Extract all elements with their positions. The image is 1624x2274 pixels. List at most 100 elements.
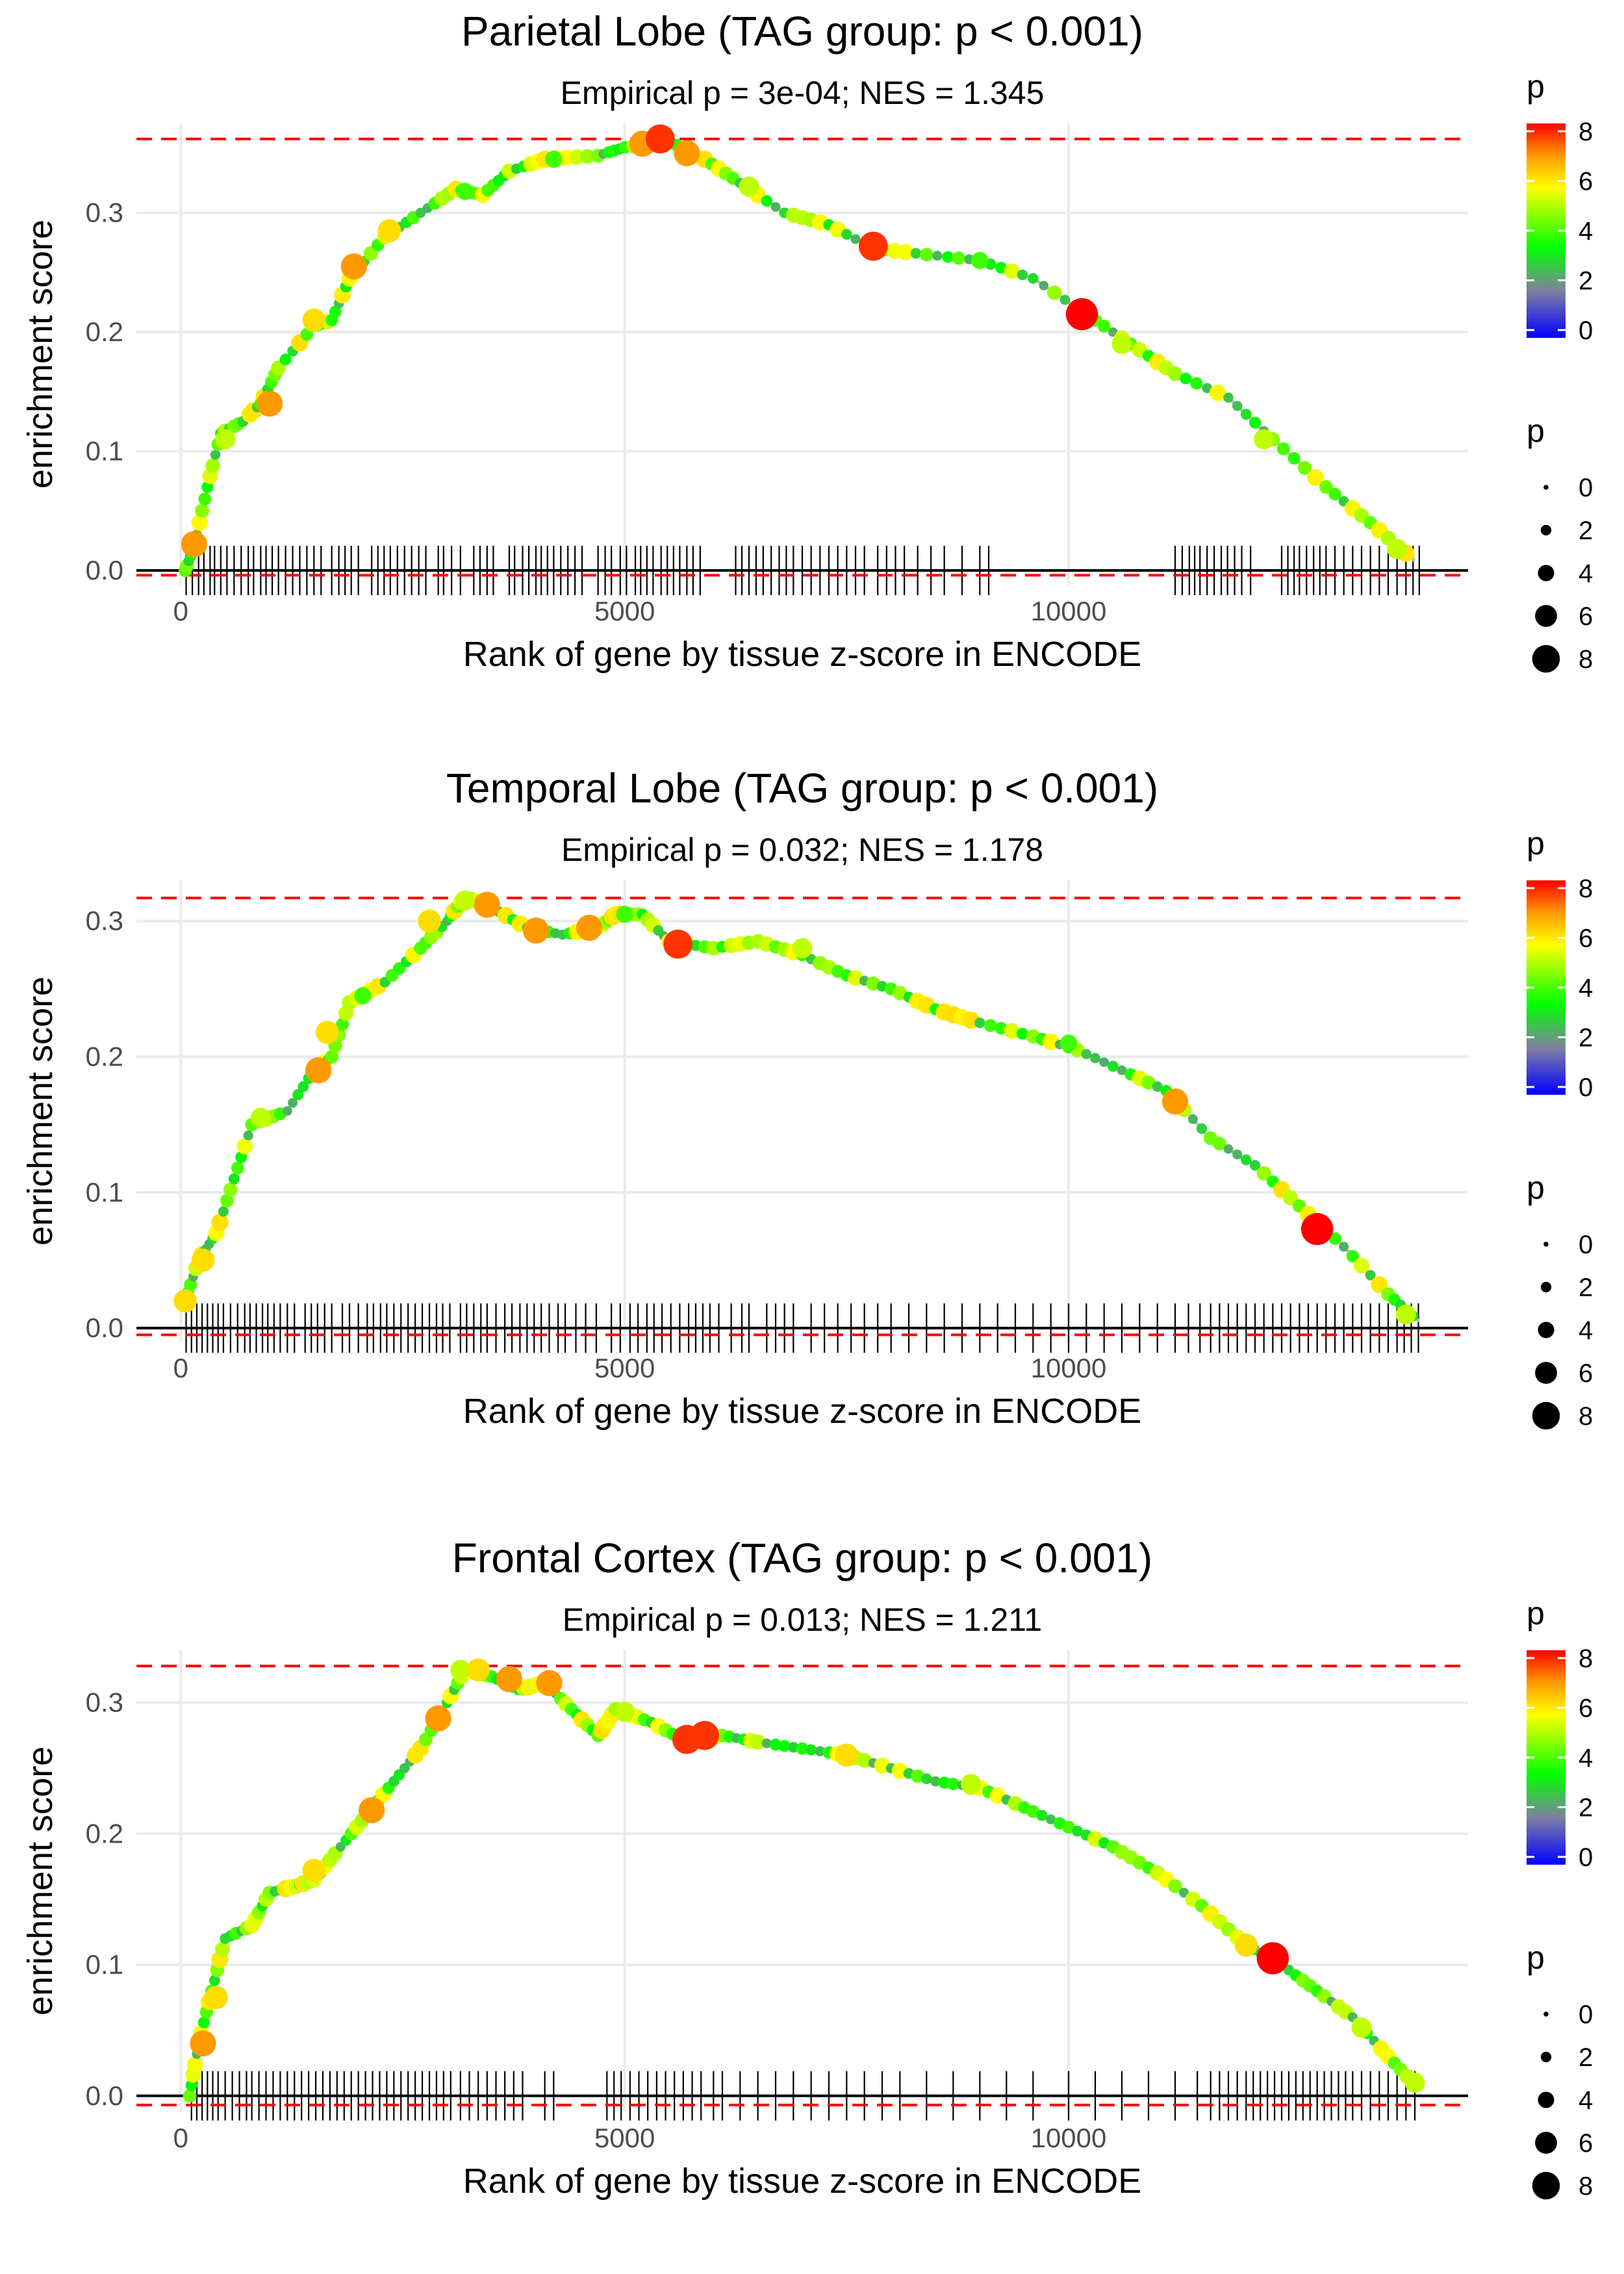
curve-dot — [218, 1206, 229, 1217]
panel-2: Temporal Lobe (TAG group: p < 0.001) Empi… — [21, 765, 1593, 1431]
curve-marker — [359, 1796, 385, 1824]
curve-marker — [302, 308, 326, 332]
curve-dot — [1004, 1023, 1020, 1039]
curve-marker — [377, 219, 401, 242]
curve-dot — [1256, 1166, 1271, 1181]
curve-dot — [1241, 1154, 1252, 1166]
curve-dot — [750, 1734, 766, 1750]
size-legend-dot — [1538, 2091, 1554, 2108]
curve-dot — [1346, 1249, 1360, 1263]
curve-dot — [1223, 392, 1234, 403]
size-legend-dot — [1540, 1281, 1552, 1293]
y-tick-label: 0.0 — [86, 2080, 123, 2111]
color-legend-label: 8 — [1579, 118, 1593, 146]
curve-marker — [1300, 1212, 1334, 1246]
x-tick-label: 10000 — [1031, 596, 1107, 626]
curve-dot — [336, 1017, 349, 1031]
curve-marker — [1059, 1034, 1078, 1052]
curve-dot — [1328, 487, 1341, 501]
curve-dot — [815, 1746, 826, 1757]
curve-dot — [910, 248, 922, 259]
curve-dot — [415, 207, 426, 218]
curve-dot — [279, 353, 292, 366]
enrichment-curve — [188, 1668, 1421, 2097]
curve-dot — [569, 149, 585, 165]
curve-dot — [282, 1106, 292, 1116]
size-legend-dot — [1535, 1362, 1557, 1384]
color-legend-label: 0 — [1579, 1843, 1593, 1872]
curve-marker — [690, 1720, 720, 1750]
chart-title: Frontal Cortex (TAG group: p < 0.001) — [452, 1535, 1152, 1581]
curve-marker — [191, 1248, 215, 1272]
curve-dot — [761, 1738, 772, 1748]
curve-marker — [215, 429, 236, 450]
curve-marker — [474, 891, 500, 918]
curve-dot — [1202, 383, 1212, 394]
curve-dot — [325, 1050, 339, 1064]
curve-dot — [1081, 1049, 1092, 1060]
curve-dot — [930, 1776, 941, 1787]
x-tick-label: 10000 — [1031, 1353, 1107, 1383]
curve-dot — [1090, 1053, 1100, 1064]
curve-marker — [316, 1021, 339, 1044]
color-legend-label: 6 — [1579, 168, 1593, 196]
curve-marker — [302, 1859, 326, 1882]
y-tick-label: 0.1 — [86, 1949, 123, 1980]
size-legend-dot — [1543, 1242, 1549, 1247]
y-tick-label: 0.1 — [86, 436, 123, 466]
curve-dot — [866, 976, 881, 991]
curve-marker — [1254, 429, 1275, 450]
curve-marker — [466, 1658, 490, 1682]
size-legend-label: 4 — [1579, 2086, 1593, 2115]
y-axis-title: enrichment score — [21, 977, 60, 1246]
x-tick-label: 0 — [173, 1353, 188, 1383]
curve-marker — [536, 1670, 563, 1696]
size-legend-dot — [1532, 2171, 1560, 2200]
curve-dot — [770, 201, 781, 212]
curve-dot — [1167, 366, 1183, 381]
curve-dot — [897, 244, 913, 261]
curve-dot — [1072, 1825, 1084, 1837]
curve-dot — [1307, 469, 1324, 486]
color-legend-label: 2 — [1579, 1794, 1593, 1822]
curve-dot — [920, 248, 933, 262]
curve-dot — [184, 1278, 197, 1292]
size-legend-dot — [1543, 2012, 1549, 2017]
size-legend-dot — [1532, 1401, 1560, 1430]
curve-dot — [1042, 1033, 1059, 1051]
curve-dot — [215, 1941, 231, 1957]
chart-subtitle: Empirical p = 0.013; NES = 1.211 — [563, 1602, 1042, 1638]
curve-marker — [961, 1774, 982, 1795]
size-legend-title: p — [1527, 413, 1545, 449]
size-legend-dot — [1540, 2051, 1552, 2063]
curve-dot — [847, 970, 864, 986]
chart-subtitle: Empirical p = 3e-04; NES = 1.345 — [561, 75, 1045, 111]
curve-marker — [1256, 1942, 1289, 1974]
y-tick-label: 0.3 — [86, 198, 123, 228]
enrichment-curve — [183, 139, 1416, 571]
y-tick-label: 0.2 — [86, 316, 123, 347]
curve-marker — [615, 1702, 635, 1722]
curve-dot — [1059, 294, 1071, 305]
curve-marker — [835, 1743, 859, 1767]
curve-dot — [1097, 320, 1111, 333]
curve-dot — [1152, 1081, 1163, 1092]
curve-dot — [1187, 1114, 1198, 1125]
size-legend-label: 6 — [1579, 602, 1593, 631]
curve-dot — [932, 251, 943, 261]
curve-dot — [198, 492, 212, 505]
curve-dot — [942, 251, 954, 263]
curve-dot — [1117, 1065, 1127, 1075]
color-legend-label: 8 — [1579, 875, 1593, 903]
curve-marker — [425, 1705, 451, 1731]
curve-marker — [205, 1986, 228, 2010]
y-tick-label: 0.0 — [86, 555, 123, 585]
size-legend-label: 0 — [1579, 1231, 1593, 1259]
curve-marker — [1395, 1304, 1416, 1325]
curve-dot — [210, 450, 221, 460]
curve-dot — [1190, 377, 1203, 390]
curve-dot — [1232, 401, 1243, 411]
size-legend-dot — [1535, 2132, 1557, 2154]
curve-dot — [761, 195, 773, 207]
curve-dot — [300, 327, 314, 341]
